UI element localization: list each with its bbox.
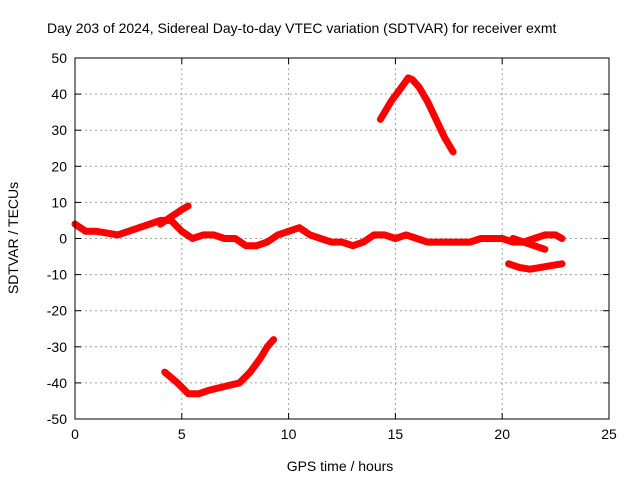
y-tick-label: -30 — [47, 339, 67, 355]
y-axis-label: SDTVAR / TECUs — [5, 182, 21, 294]
series-line-arc-5 — [156, 202, 192, 228]
x-tick-label: 20 — [494, 426, 510, 442]
series-line-arc-6 — [509, 235, 549, 253]
y-tick-label: 40 — [51, 86, 67, 102]
y-tick-label: 10 — [51, 194, 67, 210]
y-tick-label: -50 — [47, 411, 67, 427]
y-tick-label: 0 — [59, 231, 67, 247]
series-line-arc-3 — [376, 74, 457, 156]
y-tick-label: -40 — [47, 375, 67, 391]
series-layer — [71, 74, 566, 398]
y-tick-label: 30 — [51, 122, 67, 138]
tick-layer: 0 5 10 15 20 25 -50 -40 -30 -20 -10 0 10 20 30 40 50 — [47, 50, 617, 442]
y-tick-label: 50 — [51, 50, 67, 66]
series-line-arc-4 — [505, 260, 566, 273]
y-tick-label: 20 — [51, 158, 67, 174]
x-tick-label: 15 — [388, 426, 404, 442]
x-axis-label: GPS time / hours — [287, 458, 394, 474]
series-line-arc-1 — [71, 216, 566, 250]
x-tick-label: 10 — [281, 426, 297, 442]
grid-layer — [75, 58, 609, 419]
chart-title: Day 203 of 2024, Sidereal Day-to-day VTE… — [47, 20, 556, 36]
y-tick-label: -20 — [47, 303, 67, 319]
x-tick-label: 25 — [601, 426, 617, 442]
x-tick-label: 0 — [71, 426, 79, 442]
x-tick-label: 5 — [178, 426, 186, 442]
y-tick-label: -10 — [47, 267, 67, 283]
series-line-arc-2 — [161, 336, 278, 398]
